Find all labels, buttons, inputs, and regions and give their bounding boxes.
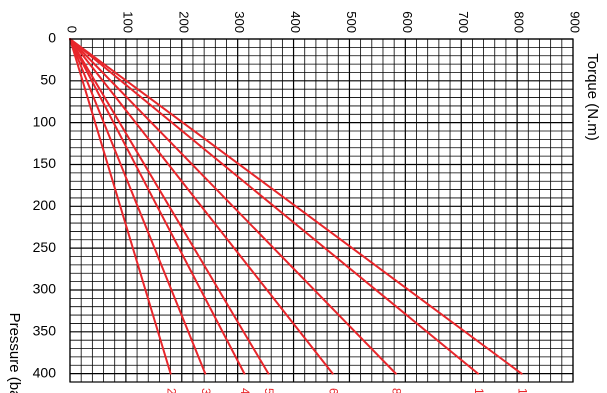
pressure-tick-label: 250 bbox=[33, 239, 57, 255]
series-line-3 bbox=[69, 38, 246, 375]
series-line-4 bbox=[69, 38, 270, 375]
torque-tick-label: 600 bbox=[400, 11, 415, 33]
pressure-tick-label: 350 bbox=[33, 323, 57, 339]
plot-frame bbox=[69, 38, 574, 383]
series-end-mark-2: 3 bbox=[199, 388, 213, 393]
torque-tick-label: 0 bbox=[65, 26, 80, 33]
x-axis-label: Pressure (bar) bbox=[6, 313, 23, 393]
series-line-6 bbox=[69, 38, 397, 375]
pressure-tick-label: 300 bbox=[33, 281, 57, 297]
series-end-mark-5: 6 bbox=[327, 388, 341, 393]
series-line-7 bbox=[69, 38, 479, 375]
y-axis-label: Torque (N.m) bbox=[584, 53, 601, 141]
pressure-tick-label: 200 bbox=[33, 197, 57, 213]
torque-tick-label: 900 bbox=[568, 11, 583, 33]
series-end-mark-1: 2 bbox=[164, 388, 178, 393]
torque-tick-label: 100 bbox=[120, 11, 135, 33]
series-end-mark-3: 4 bbox=[238, 388, 252, 393]
grid bbox=[69, 38, 574, 383]
series-end-mark-7: 1 bbox=[472, 388, 486, 393]
series-end-mark-8: 1 bbox=[515, 388, 529, 393]
series-line-1 bbox=[69, 38, 172, 375]
series-line-5 bbox=[69, 38, 334, 375]
torque-tick-label: 800 bbox=[512, 11, 527, 33]
torque-tick-labels: 0 100 200 300 400 500 600 700 800 900 bbox=[65, 11, 583, 33]
torque-tick-label: 500 bbox=[344, 11, 359, 33]
torque-tick-label: 300 bbox=[232, 11, 247, 33]
torque-tick-label: 200 bbox=[176, 11, 191, 33]
series-end-mark-4: 5 bbox=[262, 388, 276, 393]
series-group: 2 3 4 5 6 8 1 1 bbox=[69, 38, 529, 393]
series-line-2 bbox=[69, 38, 207, 375]
pressure-tick-labels: 0 50 100 150 200 250 300 350 400 bbox=[33, 30, 57, 381]
series-line-8 bbox=[69, 38, 523, 375]
pressure-tick-label: 50 bbox=[40, 72, 56, 88]
pressure-tick-label: 150 bbox=[33, 155, 57, 171]
torque-tick-label: 400 bbox=[288, 11, 303, 33]
pressure-tick-label: 0 bbox=[48, 30, 56, 46]
torque-tick-label: 700 bbox=[456, 11, 471, 33]
pressure-tick-label: 100 bbox=[33, 113, 57, 129]
series-end-mark-6: 8 bbox=[390, 388, 404, 393]
pressure-tick-label: 400 bbox=[33, 364, 57, 380]
